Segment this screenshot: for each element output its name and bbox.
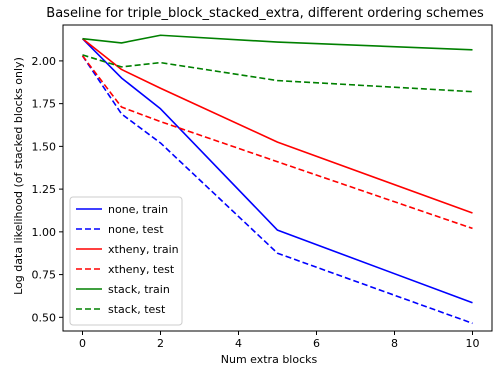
y-tick-label: 1.75	[32, 98, 57, 111]
plot-area: 0 2 4 6 8 10 0.50 0.75 1.00 1.25 1.50 1.75 2.00 none,…	[32, 24, 493, 350]
y-axis-label: Log data likelihood (of stacked blocks o…	[12, 57, 25, 295]
chart-title: Baseline for triple_block_stacked_extra,…	[46, 6, 484, 21]
series-line-5	[82, 54, 473, 93]
y-tick-label: 0.75	[32, 269, 57, 282]
y-tick-label: 1.50	[32, 140, 57, 153]
legend-label-4: stack, train	[108, 283, 170, 296]
x-tick-label: 8	[391, 337, 398, 350]
x-tick-label: 0	[79, 337, 86, 350]
legend-label-3: xtheny, test	[108, 263, 175, 276]
legend-label-1: none, test	[108, 223, 164, 236]
legend-label-0: none, train	[108, 203, 168, 216]
y-tick-label: 1.00	[32, 226, 57, 239]
x-tick-label: 2	[157, 337, 164, 350]
series-line-1	[81, 55, 473, 325]
series-line-2	[82, 38, 473, 214]
y-tick-label: 2.00	[32, 55, 57, 68]
x-tick-label: 4	[235, 337, 242, 350]
series-line-4	[82, 34, 473, 51]
plot-frame	[62, 24, 493, 332]
y-tick-label: 0.50	[32, 311, 57, 324]
y-tick-label: 1.25	[32, 183, 57, 196]
series-line-0	[81, 38, 473, 304]
series-line-3	[81, 55, 473, 230]
x-tick-label: 10	[466, 337, 480, 350]
x-axis-label: Num extra blocks	[221, 353, 318, 366]
x-tick-label: 6	[313, 337, 320, 350]
legend-label-5: stack, test	[108, 303, 166, 316]
legend-label-2: xtheny, train	[108, 243, 179, 256]
